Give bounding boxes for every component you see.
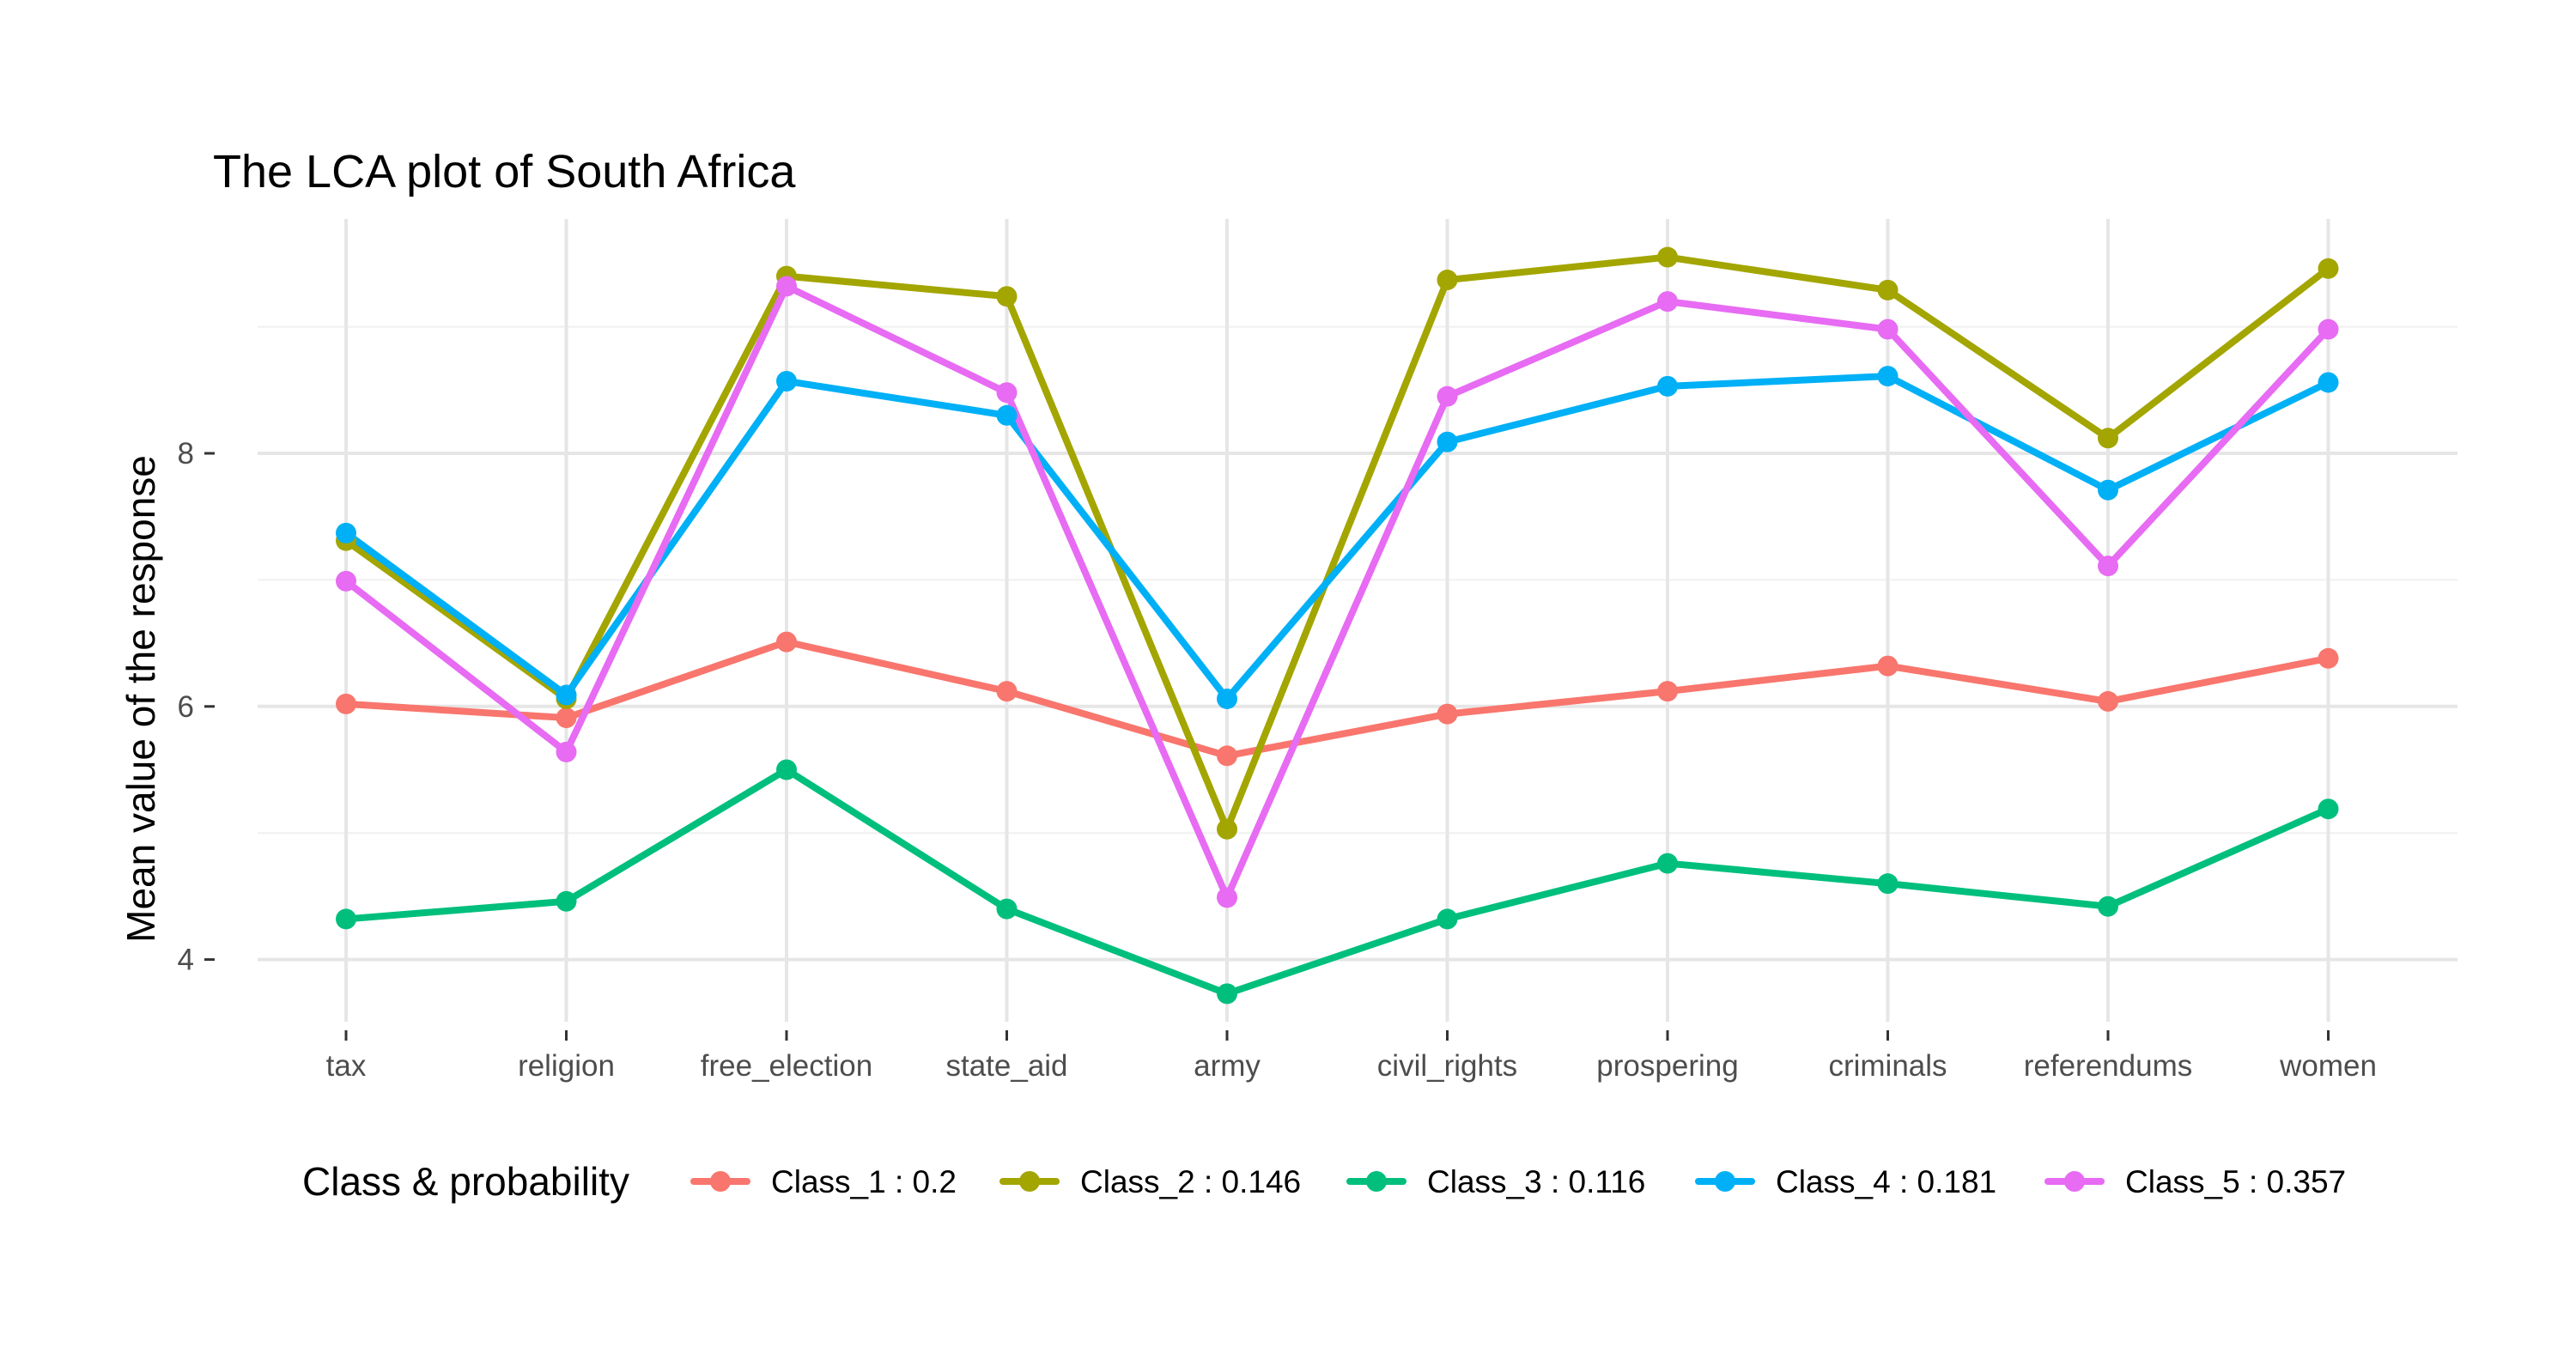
data-point-class-4 [1217,688,1237,709]
data-point-class-1 [776,631,797,653]
x-tick-label: free_election [701,1049,872,1083]
data-point-class-5 [1657,291,1678,313]
chart-title: The LCA plot of South Africa [213,146,796,197]
data-point-class-1 [2098,690,2118,712]
legend-key-point [1715,1171,1735,1192]
series-lines [343,253,2332,998]
data-point-class-5 [1877,319,1899,340]
legend-item-label: Class_3 : 0.116 [1427,1164,1645,1199]
legend-item-label: Class_1 : 0.2 [771,1164,957,1199]
data-point-class-3 [996,898,1018,920]
x-tick-label: army [1194,1049,1261,1083]
x-tick-label: civil_rights [1377,1049,1517,1083]
data-point-class-5 [1217,887,1237,908]
data-point-class-2 [1217,818,1237,840]
data-point-class-2 [996,286,1018,307]
data-point-class-3 [2098,895,2118,917]
y-tick-label: 4 [178,944,194,977]
y-tick-label: 8 [178,437,194,471]
legend-item-label: Class_5 : 0.357 [2125,1164,2346,1199]
data-point-class-4 [1877,366,1899,387]
data-point-class-3 [2318,798,2339,820]
data-point-class-4 [556,684,577,706]
legend-key-point [1366,1171,1387,1192]
data-point-class-4 [2318,372,2339,393]
data-point-class-3 [776,759,797,780]
data-point-class-4 [1657,375,1678,397]
data-point-class-1 [336,693,356,714]
series-line-class-5 [343,282,2332,902]
series-points [336,246,2339,1005]
data-point-class-5 [556,741,577,762]
data-point-class-1 [1437,703,1458,725]
data-point-class-5 [336,570,356,592]
data-point-class-4 [1437,431,1458,452]
legend-item-label: Class_4 : 0.181 [1776,1164,1996,1199]
data-point-class-3 [1437,908,1458,930]
data-point-class-5 [996,382,1018,404]
minor-gridlines [258,325,2458,835]
series-line-class-4 [343,373,2332,702]
legend-key-point [1019,1171,1040,1192]
data-point-class-5 [1437,386,1458,407]
x-tick-label: women [2279,1049,2377,1083]
y-tick-label: 6 [178,690,194,724]
x-tick-label: prospering [1596,1049,1738,1083]
data-point-class-1 [1657,681,1678,702]
data-point-class-5 [776,276,797,297]
data-point-class-4 [996,404,1018,426]
legend: Class & probability Class_1 : 0.2 Class_2… [302,1159,2346,1204]
x-tick-label: referendums [2024,1049,2192,1083]
data-point-class-1 [556,707,577,729]
data-point-class-2 [1657,246,1678,268]
data-point-class-2 [1877,279,1899,301]
x-tick-label: religion [518,1049,615,1083]
y-axis-label: Mean value of the response [118,455,163,943]
legend-item-label: Class_2 : 0.146 [1080,1164,1301,1199]
series-line-class-3 [343,766,2332,998]
x-tick-label: tax [326,1049,367,1083]
data-point-class-2 [2318,258,2339,279]
x-tick-label: criminals [1828,1049,1947,1083]
series-line-class-1 [343,638,2332,760]
data-point-class-1 [2318,647,2339,669]
legend-key-point [710,1171,731,1192]
data-point-class-5 [2318,319,2339,340]
data-point-class-2 [1437,270,1458,291]
x-tick-label: state_aid [945,1049,1067,1083]
data-point-class-3 [556,890,577,912]
data-point-class-3 [1657,853,1678,874]
legend-key-point [2064,1171,2085,1192]
x-axis: tax religion free_election state_aid army civ… [326,1030,2377,1083]
legend-title: Class & probability [302,1159,629,1204]
data-point-class-1 [996,681,1018,702]
data-point-class-3 [1877,873,1899,895]
data-point-class-4 [336,522,356,543]
data-point-class-2 [2098,428,2118,449]
data-point-class-1 [1217,745,1237,767]
series-line-class-2 [343,253,2332,833]
data-point-class-4 [776,370,797,392]
data-point-class-4 [2098,479,2118,501]
data-point-class-5 [2098,556,2118,577]
data-point-class-3 [336,908,356,930]
y-axis: 4 6 8 [178,437,215,977]
data-point-class-3 [1217,983,1237,1005]
data-point-class-1 [1877,655,1899,677]
